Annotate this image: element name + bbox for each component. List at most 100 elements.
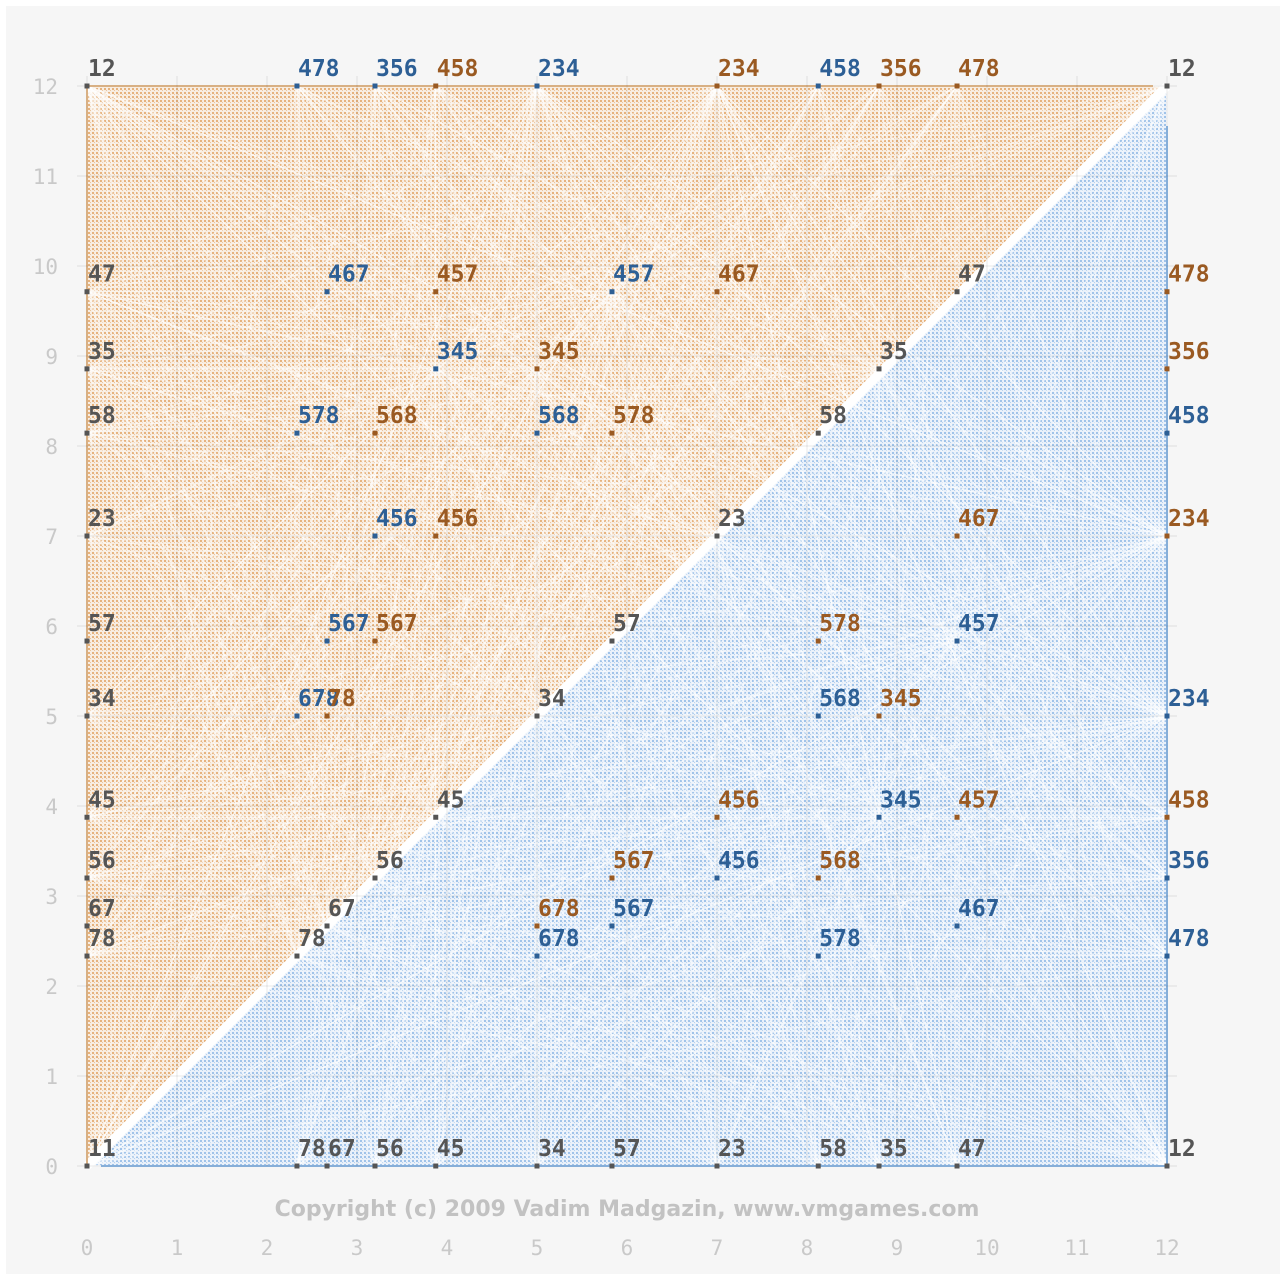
point-label: 234 — [718, 56, 760, 82]
ray-line — [86, 816, 328, 927]
ray-line — [86, 291, 613, 1167]
point-label: 47 — [958, 262, 986, 288]
point-marker — [954, 814, 960, 820]
point-marker — [294, 430, 300, 436]
ray-line — [956, 535, 1168, 1167]
ray-line — [536, 85, 819, 370]
ray-line — [435, 368, 819, 1167]
point-marker — [84, 814, 90, 820]
ray-line — [296, 85, 880, 818]
ray-line — [611, 85, 880, 293]
ray-line — [296, 85, 376, 957]
point-marker — [433, 83, 439, 89]
point-marker — [1164, 289, 1170, 295]
ray-line — [86, 877, 298, 957]
ray-line — [86, 85, 819, 1167]
ray-line — [611, 291, 718, 1167]
point-label: 578 — [819, 611, 861, 637]
ray-line — [956, 85, 1168, 537]
ray-line — [296, 85, 1168, 717]
point-marker — [954, 1163, 960, 1169]
ray-line — [86, 85, 718, 717]
ray-line — [86, 368, 718, 537]
ray-line — [536, 291, 613, 1167]
point-label: 34 — [538, 1136, 566, 1162]
ray-line — [86, 368, 298, 957]
ray-line — [435, 368, 880, 1167]
ray-line — [536, 640, 958, 1167]
ray-line — [817, 85, 880, 369]
ray-line — [86, 640, 958, 717]
ray-line — [435, 816, 718, 1167]
ray-line — [326, 925, 437, 1167]
ray-line — [536, 715, 1168, 957]
point-marker — [714, 83, 720, 89]
point-label: 578 — [819, 926, 861, 952]
ray-line — [536, 85, 819, 1167]
ray-line — [611, 291, 1168, 1167]
point-label: 47 — [958, 1136, 986, 1162]
ray-line — [326, 816, 1168, 927]
ray-line — [435, 85, 1168, 370]
ray-line — [536, 368, 1168, 717]
ray-line — [86, 85, 1168, 717]
ray-line — [435, 85, 538, 1167]
point-marker — [876, 83, 882, 89]
ray-line — [86, 291, 613, 370]
ray-line — [716, 535, 1168, 717]
ray-line — [956, 640, 1168, 1167]
ray-line — [296, 925, 328, 1167]
point-label: 47 — [88, 262, 116, 288]
ray-line — [435, 816, 880, 1167]
ray-line — [86, 432, 538, 717]
ray-line — [878, 368, 1168, 717]
ray-line — [536, 85, 958, 370]
point-label: 478 — [1168, 926, 1210, 952]
point-label: 456 — [437, 506, 479, 532]
ray-line — [296, 955, 819, 1167]
ray-line — [878, 368, 958, 1167]
point-marker — [324, 638, 330, 644]
ray-line — [326, 925, 538, 1167]
ray-line — [716, 85, 1168, 717]
ray-line — [86, 368, 437, 818]
ray-line — [374, 535, 1168, 1167]
ray-line — [536, 85, 880, 1167]
point-label: 568 — [376, 403, 418, 429]
ray-line — [435, 85, 880, 818]
ray-line — [86, 535, 376, 879]
ray-line — [374, 85, 1168, 537]
point-label: 35 — [880, 339, 908, 365]
ray-line — [374, 85, 718, 879]
ray-line — [86, 291, 1168, 1167]
ray-line — [878, 85, 1168, 717]
ray-line — [435, 368, 1168, 957]
ray-line — [296, 715, 538, 1167]
point-marker — [84, 430, 90, 436]
ray-line — [536, 85, 880, 370]
ray-line — [536, 535, 718, 1167]
point-marker — [1164, 430, 1170, 436]
ray-line — [326, 877, 1168, 927]
point-label: 58 — [819, 403, 847, 429]
point-label: 478 — [1168, 262, 1210, 288]
ray-line — [374, 817, 437, 1167]
ray-line — [86, 368, 880, 879]
ray-line — [435, 368, 1168, 879]
ray-line — [374, 816, 1168, 879]
ray-line — [326, 85, 880, 927]
ray-line — [296, 817, 437, 1167]
x-tick-label: 2 — [261, 1236, 274, 1260]
x-axis-ticks: 0 1 2 3 4 5 6 7 8 9 10 11 12 — [81, 1236, 1180, 1260]
ray-line — [86, 368, 1168, 537]
ray-line — [435, 85, 1168, 1167]
ray-line — [86, 535, 1168, 1167]
point-label: 45 — [88, 787, 116, 813]
point-label: 678 — [538, 926, 580, 952]
point-label: 456 — [376, 506, 418, 532]
ray-line — [86, 291, 538, 717]
ray-line — [86, 85, 958, 1167]
ray-line — [86, 535, 538, 717]
ray-line — [86, 432, 1168, 717]
ray-line — [86, 85, 538, 1167]
